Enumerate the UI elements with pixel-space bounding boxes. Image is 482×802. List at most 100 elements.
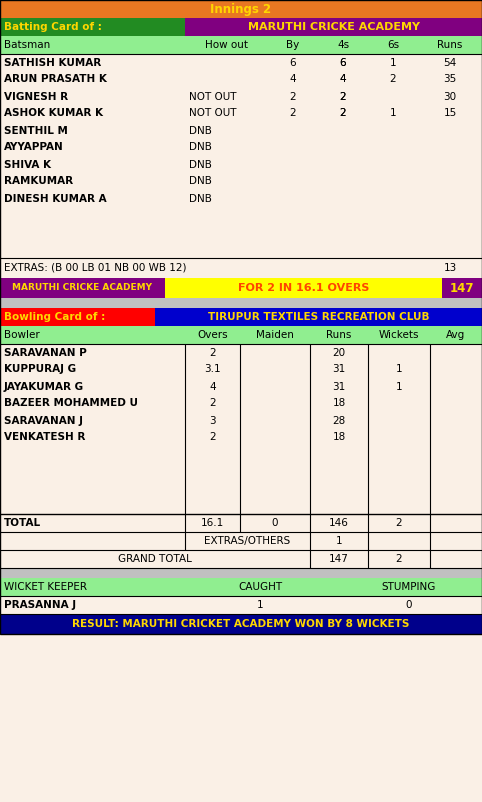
Text: 0: 0 [272,518,278,528]
Text: TOTAL: TOTAL [4,518,41,528]
Text: NOT OUT: NOT OUT [189,108,237,119]
Bar [0,578,482,596]
Bar [0,308,155,326]
Text: DNB: DNB [189,193,212,204]
Text: 147: 147 [329,554,349,564]
Text: Batsman: Batsman [4,40,50,50]
Bar [0,258,482,278]
Text: SHIVA K: SHIVA K [4,160,51,169]
Text: 31: 31 [333,364,346,375]
Text: SATHISH KUMAR: SATHISH KUMAR [4,58,101,67]
Text: DNB: DNB [189,176,212,187]
Text: DNB: DNB [189,125,212,136]
Text: Bowler: Bowler [4,330,40,340]
Text: 1: 1 [389,58,396,67]
Text: BAZEER MOHAMMED U: BAZEER MOHAMMED U [4,399,138,408]
Text: Overs: Overs [197,330,228,340]
Bar [0,326,482,344]
Text: 30: 30 [443,91,456,102]
Bar [0,18,185,36]
Text: 6: 6 [340,58,346,67]
Text: 54: 54 [443,58,456,67]
Text: SENTHIL M: SENTHIL M [4,125,68,136]
Text: By: By [286,40,300,50]
Bar [0,190,482,207]
Text: KUPPURAJ G: KUPPURAJ G [4,364,76,375]
Text: 18: 18 [333,432,346,443]
Text: ARUN PRASATH K: ARUN PRASATH K [4,75,107,84]
Text: CAUGHT: CAUGHT [238,582,282,592]
Text: How out: How out [205,40,248,50]
Text: DNB: DNB [189,160,212,169]
Text: SARAVANAN P: SARAVANAN P [4,347,87,358]
Bar [0,514,482,532]
Bar [0,497,482,514]
Text: WICKET KEEPER: WICKET KEEPER [4,582,87,592]
Text: Runs: Runs [326,330,352,340]
Text: 2: 2 [340,91,346,102]
Bar [165,278,442,298]
Text: DNB: DNB [189,143,212,152]
Bar [0,480,482,497]
Text: 147: 147 [450,282,474,294]
Text: FOR 2 IN 16.1 OVERS: FOR 2 IN 16.1 OVERS [238,283,369,293]
Text: 4: 4 [340,75,346,84]
Bar [0,0,482,18]
Text: 2: 2 [290,108,296,119]
Text: EXTRAS: (B 00 LB 01 NB 00 WB 12): EXTRAS: (B 00 LB 01 NB 00 WB 12) [4,263,187,273]
Text: 13: 13 [443,263,456,273]
Bar [0,344,482,361]
Bar [185,18,482,36]
Bar [0,463,482,480]
Bar [0,568,482,578]
Text: AYYAPPAN: AYYAPPAN [4,143,64,152]
Bar [0,0,482,634]
Bar [0,378,482,395]
Bar [0,173,482,190]
Text: 4: 4 [340,75,346,84]
Text: 16.1: 16.1 [201,518,224,528]
Bar [0,298,482,308]
Text: TIRUPUR TEXTILES RECREATION CLUB: TIRUPUR TEXTILES RECREATION CLUB [208,312,429,322]
Text: NOT OUT: NOT OUT [189,91,237,102]
Text: 6: 6 [290,58,296,67]
Bar [0,278,165,298]
Text: JAYAKUMAR G: JAYAKUMAR G [4,382,84,391]
Text: 2: 2 [209,347,216,358]
Text: Wickets: Wickets [379,330,419,340]
Text: Batting Card of :: Batting Card of : [4,22,102,32]
Bar [0,395,482,412]
Text: 4: 4 [209,382,216,391]
Text: SARAVANAN J: SARAVANAN J [4,415,83,426]
Text: 18: 18 [333,399,346,408]
Text: 15: 15 [443,108,456,119]
Text: MARUTHI CRICKE ACADEMY: MARUTHI CRICKE ACADEMY [13,283,152,293]
Text: 3.1: 3.1 [204,364,221,375]
Text: VIGNESH R: VIGNESH R [4,91,68,102]
Bar [0,139,482,156]
Bar [0,596,482,614]
Text: 20: 20 [333,347,346,358]
Text: 1: 1 [257,600,263,610]
Text: GRAND TOTAL: GRAND TOTAL [118,554,192,564]
Bar [0,532,482,550]
Bar [0,36,482,54]
Text: DINESH KUMAR A: DINESH KUMAR A [4,193,107,204]
Text: 2: 2 [396,554,402,564]
Text: 35: 35 [443,75,456,84]
Text: 146: 146 [329,518,349,528]
Text: 6: 6 [340,58,346,67]
Bar [0,550,482,568]
Text: 1: 1 [335,536,342,546]
Text: ASHOK KUMAR K: ASHOK KUMAR K [4,108,103,119]
Text: 1: 1 [389,108,396,119]
Text: EXTRAS/OTHERS: EXTRAS/OTHERS [204,536,291,546]
Text: RAMKUMAR: RAMKUMAR [4,176,73,187]
Text: 1: 1 [396,364,402,375]
Text: 28: 28 [333,415,346,426]
Bar [0,122,482,139]
Bar [0,446,482,463]
Bar [0,412,482,429]
Text: 2: 2 [290,91,296,102]
Text: 2: 2 [389,75,396,84]
